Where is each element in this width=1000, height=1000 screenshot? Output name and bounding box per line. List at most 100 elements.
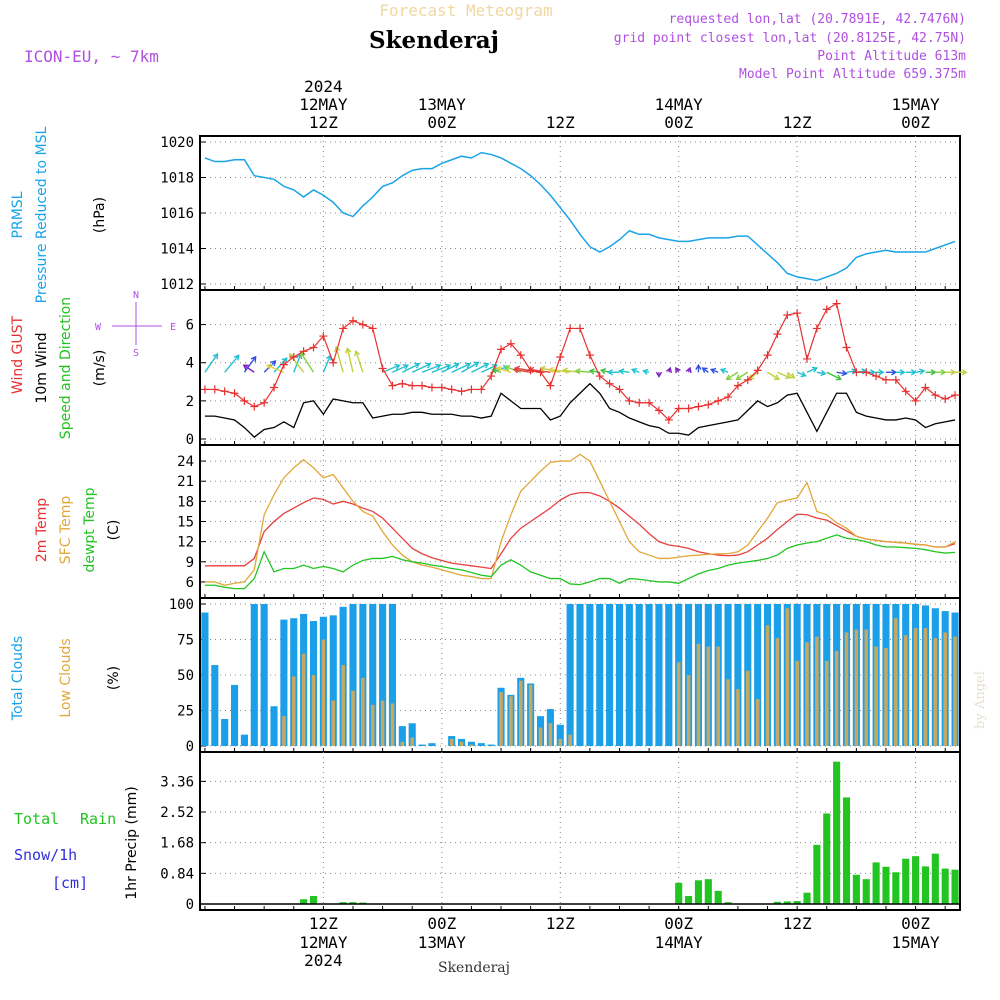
gust-marker bbox=[477, 385, 486, 394]
sfc-temp-line bbox=[204, 453, 956, 586]
dewpt-line bbox=[204, 534, 956, 590]
total-cloud-bar bbox=[211, 665, 219, 746]
top-date-label: 14MAY bbox=[655, 95, 704, 114]
wind-arrow-head bbox=[735, 374, 742, 380]
gust-marker bbox=[546, 381, 555, 390]
precip-bar bbox=[793, 901, 801, 904]
top-date-label: 13MAY bbox=[418, 95, 467, 114]
top-hour-label: 00Z bbox=[427, 113, 456, 132]
gust-marker bbox=[635, 398, 644, 407]
wind-arrow-head bbox=[841, 369, 848, 377]
wind-arrow-head bbox=[539, 365, 546, 372]
low-cloud-bar bbox=[815, 636, 819, 746]
y-tick-label: 0 bbox=[186, 739, 194, 755]
wind-arrow-head bbox=[464, 362, 472, 369]
total-cloud-bar bbox=[240, 734, 248, 746]
precip-bar bbox=[675, 882, 683, 904]
gust-marker bbox=[576, 324, 584, 333]
gust-marker bbox=[348, 316, 357, 325]
y-tick-label: 4 bbox=[186, 356, 194, 372]
y-tick-label: 25 bbox=[177, 704, 194, 720]
precip-bar bbox=[833, 761, 841, 904]
wind-arrow-head bbox=[930, 369, 937, 376]
low-cloud-bar bbox=[726, 679, 730, 746]
y-tick-label: 0 bbox=[186, 432, 194, 448]
y-tick-label: 12 bbox=[177, 535, 194, 551]
wind-arrow bbox=[243, 364, 255, 373]
wind-arrow-head bbox=[504, 365, 511, 371]
compass-west: W bbox=[95, 322, 102, 333]
y-tick-label: 1016 bbox=[160, 206, 194, 222]
dewpt-temp-label: dewpt Temp bbox=[82, 487, 98, 572]
low-cloud-bar bbox=[913, 628, 918, 746]
gust-marker bbox=[694, 402, 703, 411]
wind-arrow-head bbox=[354, 349, 361, 357]
wind-arrow-head bbox=[618, 368, 625, 375]
gust-marker bbox=[447, 385, 456, 394]
y-tick-label: 50 bbox=[177, 668, 194, 684]
low-cloud-bar bbox=[676, 662, 681, 746]
wind-arrow-head bbox=[491, 367, 498, 374]
total-cloud-bar bbox=[586, 604, 594, 746]
wind-arrow-head bbox=[414, 362, 421, 369]
precip-bar bbox=[685, 895, 693, 904]
total-cloud-bar bbox=[398, 726, 406, 746]
gust-marker bbox=[724, 393, 733, 402]
wind-arrow bbox=[496, 367, 512, 373]
total-cloud-bar bbox=[230, 684, 239, 746]
precip-bar bbox=[882, 866, 890, 904]
y-tick-label: 2 bbox=[186, 394, 194, 410]
precip-bar bbox=[951, 869, 959, 904]
wind-arrow-head bbox=[445, 363, 452, 370]
bottom-year-label: 2024 bbox=[304, 951, 343, 970]
gust-marker bbox=[200, 385, 209, 394]
top-date-label: 15MAY bbox=[891, 95, 940, 114]
y-tick-label: 21 bbox=[177, 474, 194, 490]
low-cloud-bar bbox=[943, 632, 947, 746]
low-cloud-bar bbox=[933, 638, 938, 746]
wind-arrow-head bbox=[630, 367, 638, 374]
gust-marker bbox=[645, 398, 654, 407]
snow-label: Snow/1h bbox=[14, 846, 77, 864]
total-cloud-bar bbox=[349, 604, 357, 746]
gust-marker bbox=[891, 375, 900, 384]
low-cloud-bar bbox=[390, 703, 395, 746]
wind-arrow bbox=[421, 364, 441, 373]
y-tick-label: 1012 bbox=[160, 277, 194, 293]
gust-marker bbox=[309, 343, 318, 352]
low-cloud-bar bbox=[538, 727, 543, 746]
gust-marker bbox=[270, 383, 279, 392]
total-cloud-bar bbox=[596, 604, 604, 746]
low-cloud-bar bbox=[400, 741, 405, 746]
gust-marker bbox=[378, 364, 387, 373]
gust-marker bbox=[901, 387, 910, 396]
bottom-date-label: 15MAY bbox=[891, 933, 940, 952]
y-tick-label: 1018 bbox=[160, 171, 194, 187]
wind-panel: 0 2 4 6 bbox=[186, 289, 968, 448]
low-cloud-bar bbox=[874, 646, 878, 746]
total-cloud-bar bbox=[566, 604, 574, 746]
wind-arrow bbox=[748, 371, 759, 380]
forecast-title: Forecast Meteogram bbox=[379, 1, 552, 20]
wind-arrow-head bbox=[695, 363, 702, 370]
wind-arrow bbox=[549, 368, 571, 373]
gust-marker bbox=[881, 375, 890, 384]
gust-marker bbox=[832, 299, 841, 308]
gust-marker bbox=[812, 324, 821, 333]
bottom-hour-label: 12Z bbox=[783, 914, 812, 933]
low-cloud-bar bbox=[884, 648, 888, 746]
total-cloud-bar bbox=[280, 619, 288, 746]
gust-marker bbox=[358, 320, 367, 329]
y-tick-label: 0 bbox=[186, 897, 194, 913]
y-tick-label: 1020 bbox=[160, 135, 194, 151]
gust-marker bbox=[595, 372, 604, 381]
gridpoint-coords: grid point closest lon,lat (20.8125E, 42… bbox=[614, 31, 966, 46]
pressure-reduced-label: Pressure Reduced to MSL bbox=[34, 126, 50, 303]
rain-label: Rain bbox=[80, 810, 116, 828]
wind-arrow-head bbox=[655, 371, 663, 378]
total-cloud-bar bbox=[369, 604, 377, 746]
top-hour-label: 12Z bbox=[309, 113, 338, 132]
precip-bar bbox=[773, 901, 781, 904]
wind-arrow-head bbox=[950, 369, 957, 376]
gust-marker bbox=[487, 372, 496, 381]
